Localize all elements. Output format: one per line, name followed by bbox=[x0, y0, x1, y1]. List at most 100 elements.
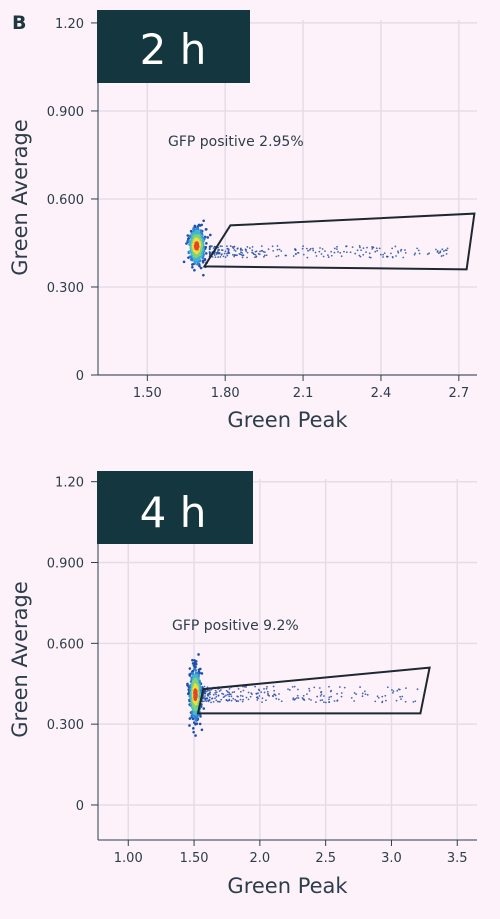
scatter-point bbox=[215, 691, 218, 694]
scatter-point bbox=[224, 250, 227, 253]
scatter-point bbox=[362, 247, 365, 250]
scatter-point bbox=[192, 730, 195, 734]
scatter-point bbox=[390, 252, 392, 255]
scatter-point bbox=[296, 688, 299, 691]
scatter-point bbox=[374, 700, 377, 703]
scatter-point bbox=[351, 246, 354, 249]
scatter-point bbox=[227, 250, 230, 253]
scatter-point bbox=[203, 697, 206, 700]
scatter-point bbox=[375, 247, 378, 250]
scatter-point bbox=[194, 734, 197, 737]
scatter-point bbox=[366, 693, 369, 696]
scatter-point bbox=[204, 699, 207, 701]
scatter-point bbox=[248, 247, 251, 249]
scatter-point bbox=[405, 687, 407, 690]
scatter-point bbox=[312, 249, 315, 252]
y-tick-label: 1.20 bbox=[55, 17, 84, 32]
scatter-point bbox=[241, 252, 244, 254]
scatter-point bbox=[358, 245, 361, 247]
scatter-point bbox=[361, 695, 364, 698]
scatter-point bbox=[355, 693, 358, 696]
scatter-point bbox=[228, 693, 231, 696]
scatter-point bbox=[206, 236, 210, 239]
scatter-point bbox=[310, 699, 312, 701]
scatter-point bbox=[222, 255, 225, 258]
scatter-point bbox=[343, 686, 346, 689]
scatter-point bbox=[242, 254, 245, 257]
scatter-point bbox=[246, 251, 249, 254]
scatter-point bbox=[204, 228, 208, 231]
x-tick-label: 3.5 bbox=[447, 851, 468, 866]
cell-cluster bbox=[182, 219, 212, 277]
scatter-point bbox=[206, 693, 209, 696]
scatter-point bbox=[328, 701, 331, 703]
scatter-point bbox=[263, 691, 266, 694]
scatter-point bbox=[278, 248, 281, 251]
scatter-point bbox=[216, 250, 219, 253]
scatter-point bbox=[251, 249, 254, 252]
scatter-point bbox=[302, 694, 305, 697]
scatter-point bbox=[328, 696, 331, 699]
scatter-point bbox=[333, 247, 336, 250]
scatter-point bbox=[311, 247, 314, 250]
scatter-point bbox=[213, 254, 216, 256]
scatter-point bbox=[285, 254, 288, 257]
scatter-point bbox=[294, 249, 297, 252]
scatter-point bbox=[345, 251, 348, 254]
scatter-point bbox=[245, 248, 247, 251]
scatter-point bbox=[272, 685, 275, 688]
scatter-point bbox=[360, 249, 363, 252]
scatter-point bbox=[313, 686, 316, 689]
scatter-point bbox=[318, 250, 321, 253]
scatter-point bbox=[392, 691, 394, 694]
scatter-point bbox=[225, 694, 227, 697]
scatter-point bbox=[263, 254, 266, 257]
scatter-point bbox=[219, 245, 222, 248]
scatter-point bbox=[315, 255, 318, 257]
scatter-point bbox=[195, 245, 198, 248]
scatter-point bbox=[446, 247, 449, 250]
scatter-point bbox=[320, 693, 323, 696]
scatter-point bbox=[209, 691, 212, 694]
scatter-point bbox=[440, 255, 443, 257]
scatter-point bbox=[297, 251, 300, 254]
scatter-point bbox=[445, 252, 448, 255]
scatter-point bbox=[214, 256, 217, 259]
scatter-point bbox=[359, 255, 362, 258]
scatter-point bbox=[359, 686, 361, 688]
scatter-point bbox=[243, 685, 246, 688]
scatter-point bbox=[391, 688, 393, 691]
scatter-point bbox=[185, 242, 188, 245]
scatter-point bbox=[271, 245, 274, 248]
scatter-point bbox=[287, 688, 289, 691]
scatter-point bbox=[416, 247, 419, 250]
scatter-point bbox=[336, 692, 338, 695]
scatter-point bbox=[260, 691, 263, 694]
y-axis-title: Green Average bbox=[8, 119, 32, 276]
scatter-point bbox=[265, 687, 268, 690]
scatter-point bbox=[301, 247, 304, 250]
scatter-point bbox=[241, 695, 244, 698]
scatter-point bbox=[358, 254, 361, 257]
scatter-point bbox=[308, 689, 311, 692]
scatter-point bbox=[205, 690, 208, 693]
scatter-point bbox=[201, 685, 204, 688]
scatter-point bbox=[232, 697, 235, 700]
scatter-point bbox=[394, 245, 397, 248]
scatter-point bbox=[366, 246, 368, 249]
scatter-point bbox=[315, 701, 317, 704]
scatter-point bbox=[416, 688, 419, 691]
scatter-point bbox=[191, 717, 195, 721]
scatter-point bbox=[428, 252, 431, 255]
scatter-point bbox=[262, 250, 265, 253]
scatter-point bbox=[330, 254, 333, 257]
cell-cluster bbox=[186, 653, 207, 737]
scatter-point bbox=[264, 251, 266, 254]
scatter-point bbox=[308, 698, 310, 700]
scatter-point bbox=[241, 700, 244, 703]
scatter-point bbox=[219, 700, 221, 703]
y-axis-title: Green Average bbox=[8, 581, 32, 738]
scatter-point bbox=[323, 695, 325, 697]
scatter-point bbox=[376, 249, 379, 252]
scatter-point bbox=[278, 693, 280, 695]
